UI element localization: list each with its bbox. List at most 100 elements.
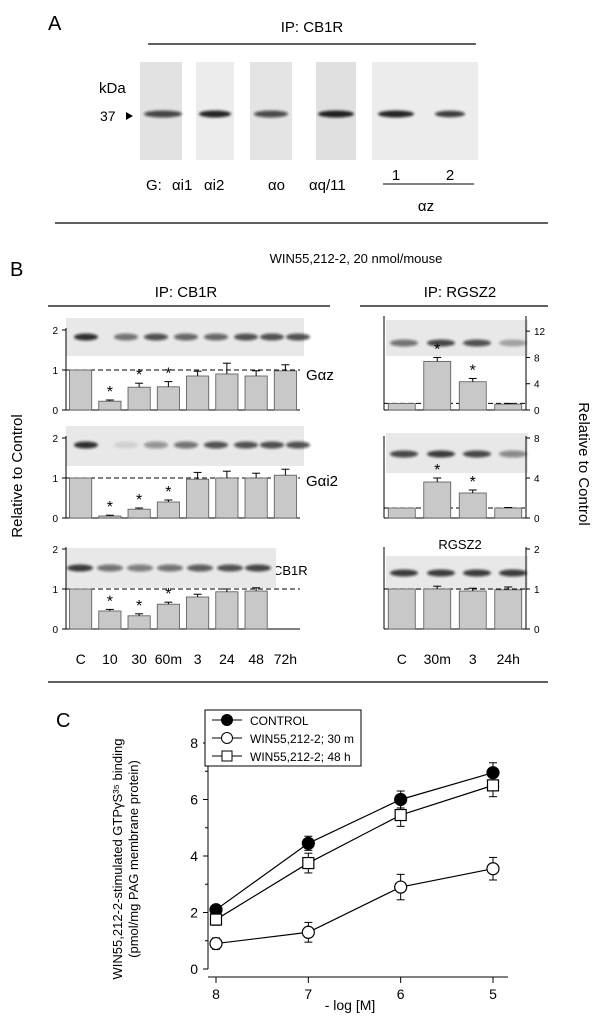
panel-a: A IP: CB1R kDa 37 G: αi1 αi2 αo αq/11 1 … bbox=[48, 13, 548, 224]
x-label-left: 3 bbox=[194, 651, 202, 667]
tick-label: 1 bbox=[52, 366, 58, 377]
bar bbox=[98, 515, 122, 519]
blot-band bbox=[187, 564, 213, 572]
significance-star: * bbox=[165, 484, 171, 501]
tick-label: 4 bbox=[190, 848, 198, 864]
x-label-left: 30 bbox=[131, 651, 147, 667]
significance-star: * bbox=[136, 598, 142, 615]
x-label-left: C bbox=[76, 651, 86, 667]
right-title: IP: RGSZ2 bbox=[424, 284, 497, 301]
data-point bbox=[209, 936, 223, 951]
x-label-left: 72h bbox=[274, 651, 297, 667]
panel-c-ylabel-2: (pmol/mg PAG membrane protein) bbox=[126, 760, 141, 958]
bar bbox=[458, 381, 487, 411]
tick-label: 0 bbox=[534, 514, 540, 525]
blot-band bbox=[217, 564, 243, 572]
bar bbox=[69, 477, 93, 519]
panel-c-label: C bbox=[56, 710, 70, 732]
x-label-right: 3 bbox=[469, 651, 477, 667]
bar bbox=[273, 370, 297, 411]
blot-band bbox=[286, 441, 310, 449]
tick-label: 2 bbox=[52, 545, 58, 556]
tick-label: 0 bbox=[534, 625, 540, 636]
marker-arrow-icon bbox=[126, 112, 133, 120]
bar bbox=[387, 588, 416, 630]
legend-label-48h: WIN55,212-2; 48 h bbox=[250, 750, 351, 764]
bar bbox=[244, 590, 268, 630]
y-label-right: Relative to Control bbox=[575, 402, 592, 525]
tick-label: 2 bbox=[534, 545, 540, 556]
tick-label: 4 bbox=[534, 380, 540, 391]
series-line bbox=[215, 772, 494, 911]
blot-band bbox=[234, 333, 258, 341]
blot-band bbox=[204, 441, 228, 449]
bar-chart: 0 1 2 * * * bbox=[52, 545, 300, 636]
bar bbox=[244, 477, 268, 519]
panel-a-label: A bbox=[48, 13, 62, 35]
significance-star: * bbox=[136, 492, 142, 509]
bar bbox=[494, 507, 523, 519]
blot-band bbox=[114, 333, 138, 341]
tick-label: 0 bbox=[534, 406, 540, 417]
bar-chart: 0 1 2 bbox=[383, 545, 540, 636]
bar bbox=[127, 508, 151, 519]
bar bbox=[387, 403, 416, 411]
blot-band bbox=[97, 564, 123, 572]
row-label-cb1r: CB1R bbox=[273, 563, 308, 578]
x-label-left: 10 bbox=[102, 651, 118, 667]
panel-c-ylabel-1: WIN55,212-2-stimulated GTPγS³⁵ binding bbox=[110, 739, 125, 980]
blot-band bbox=[463, 569, 491, 577]
blot-band bbox=[174, 441, 198, 449]
blot-band bbox=[234, 441, 258, 449]
bar bbox=[387, 507, 416, 519]
tick-label: 0 bbox=[190, 961, 198, 977]
blot-band bbox=[318, 110, 354, 118]
tick-label: 5 bbox=[489, 986, 497, 1002]
tick-label: 6 bbox=[397, 986, 405, 1002]
significance-star: * bbox=[434, 341, 440, 358]
bar-chart: 0 1 2 * * * bbox=[52, 318, 310, 417]
blot-band bbox=[390, 569, 418, 577]
blot-strip bbox=[386, 320, 528, 356]
az-lane-2: 2 bbox=[446, 167, 454, 184]
blot-band bbox=[127, 564, 153, 572]
panel-c: C WIN55,212-2-stimulated GTPγS³⁵ binding… bbox=[56, 709, 508, 1013]
bar bbox=[186, 478, 210, 519]
significance-star: * bbox=[470, 362, 476, 379]
significance-star: * bbox=[165, 366, 171, 383]
blot-band bbox=[204, 333, 228, 341]
blot-band bbox=[499, 339, 527, 347]
blot-band bbox=[74, 333, 98, 341]
blot-band bbox=[157, 564, 183, 572]
bar bbox=[127, 386, 151, 411]
data-point bbox=[302, 856, 315, 870]
bar bbox=[215, 591, 239, 630]
bar bbox=[423, 588, 452, 630]
tick-label: 1 bbox=[52, 585, 58, 596]
tick-label: 6 bbox=[190, 792, 198, 808]
blot-band bbox=[427, 339, 455, 347]
bar-chart: 0 4 8 * * bbox=[383, 433, 540, 525]
az-lane-1: 1 bbox=[392, 167, 400, 184]
panel-b-label: B bbox=[10, 259, 23, 281]
lane-label-ai1: αi1 bbox=[172, 177, 192, 194]
bar bbox=[156, 603, 180, 630]
bar bbox=[423, 481, 452, 519]
bar bbox=[215, 373, 239, 411]
significance-star: * bbox=[136, 367, 142, 384]
tick-label: 2 bbox=[52, 434, 58, 445]
data-point bbox=[486, 862, 500, 876]
blot-band bbox=[144, 333, 168, 341]
data-point bbox=[301, 925, 315, 939]
blot-band bbox=[390, 450, 418, 458]
data-point bbox=[394, 808, 407, 822]
blot-band bbox=[427, 569, 455, 577]
bar-chart: 0 4 8 12 * * bbox=[383, 316, 546, 417]
blot-band bbox=[174, 333, 198, 341]
panel-c-legend: CONTROL WIN55,212-2; 30 m WIN55,212-2; 4… bbox=[204, 709, 362, 767]
x-label-right: C bbox=[397, 651, 407, 667]
marker-37: 37 bbox=[100, 108, 116, 124]
x-label-left: 48 bbox=[248, 651, 264, 667]
significance-star: * bbox=[165, 586, 171, 603]
